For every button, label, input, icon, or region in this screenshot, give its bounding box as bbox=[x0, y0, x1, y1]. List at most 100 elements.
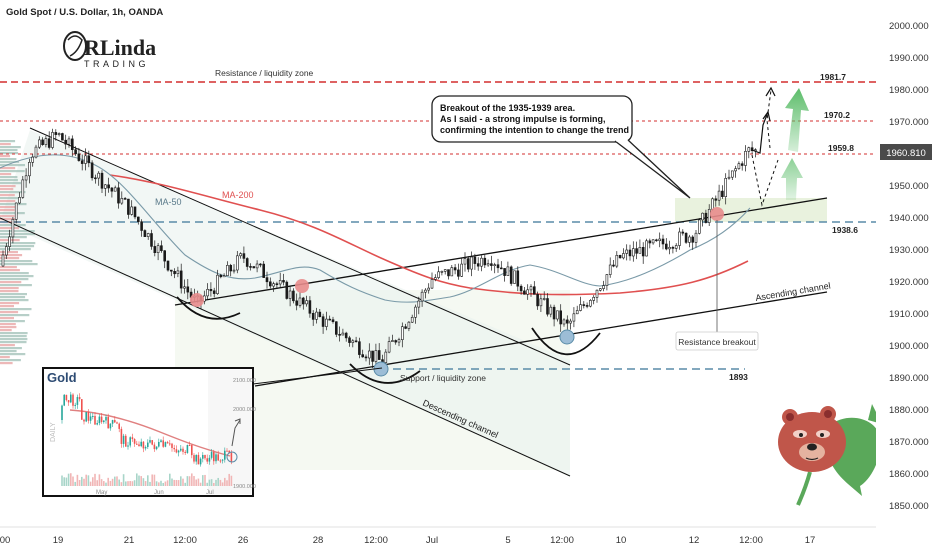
volume-profile-bar bbox=[0, 194, 15, 197]
inset-volume-bar bbox=[155, 481, 158, 486]
candle-body bbox=[54, 132, 58, 135]
time-tick-label: 12:00 bbox=[364, 535, 388, 546]
time-tick-label: 5 bbox=[505, 535, 510, 546]
candle-body bbox=[526, 289, 530, 295]
level-label-1981: 1981.7 bbox=[820, 72, 846, 82]
time-tick-label: 26 bbox=[238, 535, 249, 546]
inset-candle-body bbox=[98, 416, 101, 424]
volume-profile-bar bbox=[0, 260, 33, 263]
volume-profile-bar bbox=[0, 152, 19, 155]
inset-volume-bar bbox=[65, 477, 68, 486]
time-axis[interactable] bbox=[0, 527, 932, 550]
callout-line-2: As I said - a strong impulse is forming, bbox=[440, 114, 606, 124]
candle-body bbox=[697, 219, 701, 234]
candle-body bbox=[612, 264, 615, 267]
candle-body bbox=[351, 340, 355, 343]
candle-body bbox=[486, 263, 490, 266]
candle-body bbox=[301, 297, 305, 305]
candle-body bbox=[67, 138, 71, 145]
candle-body bbox=[691, 236, 695, 243]
candle-body bbox=[87, 155, 91, 164]
price-tick-label: 1930.000 bbox=[889, 245, 929, 256]
candle-body bbox=[160, 245, 163, 251]
candle-body bbox=[503, 268, 506, 276]
price-tick-label: 1940.000 bbox=[889, 213, 929, 224]
callout-line-3: confirming the intention to change the t… bbox=[440, 125, 629, 135]
inset-volume-bar bbox=[131, 481, 134, 486]
candle-body bbox=[661, 238, 665, 245]
inset-volume-bar bbox=[105, 482, 107, 486]
current-price-text: 1960.810 bbox=[886, 148, 926, 159]
volume-profile-bar bbox=[0, 179, 18, 182]
marker-pink-3 bbox=[710, 207, 724, 221]
candle-body bbox=[47, 138, 51, 148]
candle-body bbox=[146, 233, 150, 237]
volume-profile-bar bbox=[0, 185, 16, 188]
brand-logo: RLinda TRADING bbox=[63, 31, 156, 69]
candle-body bbox=[374, 350, 378, 362]
time-tick-label: 12 bbox=[689, 535, 700, 546]
volume-profile-bar bbox=[0, 251, 18, 254]
candle-body bbox=[546, 298, 549, 315]
inset-candle-body bbox=[118, 423, 120, 429]
candle-body bbox=[80, 160, 84, 164]
inset-xtick-jul: Jul bbox=[206, 490, 214, 496]
candle-body bbox=[717, 190, 721, 201]
callout-line-1: Breakout of the 1935-1939 area. bbox=[440, 103, 575, 113]
candle-body bbox=[341, 332, 345, 336]
candle-body bbox=[367, 350, 371, 359]
price-axis[interactable] bbox=[876, 0, 932, 527]
candle-body bbox=[542, 298, 546, 300]
projection-path-1 bbox=[751, 111, 769, 154]
volume-profile-bar bbox=[0, 161, 20, 164]
inset-candle-body bbox=[230, 452, 233, 462]
candle-body bbox=[744, 151, 747, 166]
inset-candle-body bbox=[153, 444, 156, 450]
volume-profile-bar bbox=[0, 350, 17, 353]
time-tick-label: 19 bbox=[53, 535, 64, 546]
volume-profile-bar bbox=[0, 320, 25, 323]
candle-body bbox=[400, 326, 404, 341]
volume-profile-bar bbox=[0, 245, 35, 248]
descending-channel-fill bbox=[0, 130, 570, 476]
candle-body bbox=[595, 289, 599, 298]
inset-volume-bar bbox=[149, 481, 151, 486]
inset-candle-body bbox=[131, 437, 134, 440]
chart-title: Gold Spot / U.S. Dollar, 1h, OANDA bbox=[6, 7, 163, 18]
candle-body bbox=[490, 263, 493, 266]
inset-candle-body bbox=[67, 400, 70, 403]
inset-candle-body bbox=[149, 440, 151, 443]
time-tick-label: 10 bbox=[616, 535, 627, 546]
candle-body bbox=[295, 300, 299, 306]
candle-body bbox=[651, 239, 655, 244]
inset-title: Gold bbox=[47, 370, 77, 385]
candle-body bbox=[628, 249, 632, 257]
candle-body bbox=[414, 306, 417, 318]
inset-candle-body bbox=[193, 455, 195, 462]
candle-body bbox=[275, 283, 279, 286]
volume-profile-bar bbox=[0, 341, 27, 344]
inset-volume-bar bbox=[173, 479, 175, 486]
candle-body bbox=[496, 264, 500, 269]
inset-volume-bar bbox=[81, 476, 83, 486]
candle-body bbox=[532, 286, 536, 295]
volume-profile-bar bbox=[0, 308, 32, 311]
inset-candle-body bbox=[182, 448, 184, 452]
candle-body bbox=[61, 133, 64, 141]
candle-body bbox=[236, 255, 239, 271]
inset-candle-body bbox=[70, 394, 72, 403]
inset-volume-bar bbox=[120, 482, 123, 486]
price-axis-ticks: 2000.0001990.0001980.0001970.0001960.000… bbox=[889, 21, 929, 512]
candle-body bbox=[674, 245, 678, 249]
candle-body bbox=[8, 236, 11, 247]
inset-candle-body bbox=[202, 455, 204, 459]
volume-profile-bar bbox=[0, 146, 21, 149]
candle-body bbox=[57, 133, 61, 136]
inset-candle-body bbox=[228, 450, 230, 453]
volume-profile-bar bbox=[0, 254, 23, 257]
candle-body bbox=[671, 247, 675, 249]
volume-profile-bar bbox=[0, 218, 16, 221]
inset-ytick-1900: 1900.000 bbox=[233, 484, 256, 490]
inset-candle-body bbox=[204, 455, 206, 459]
